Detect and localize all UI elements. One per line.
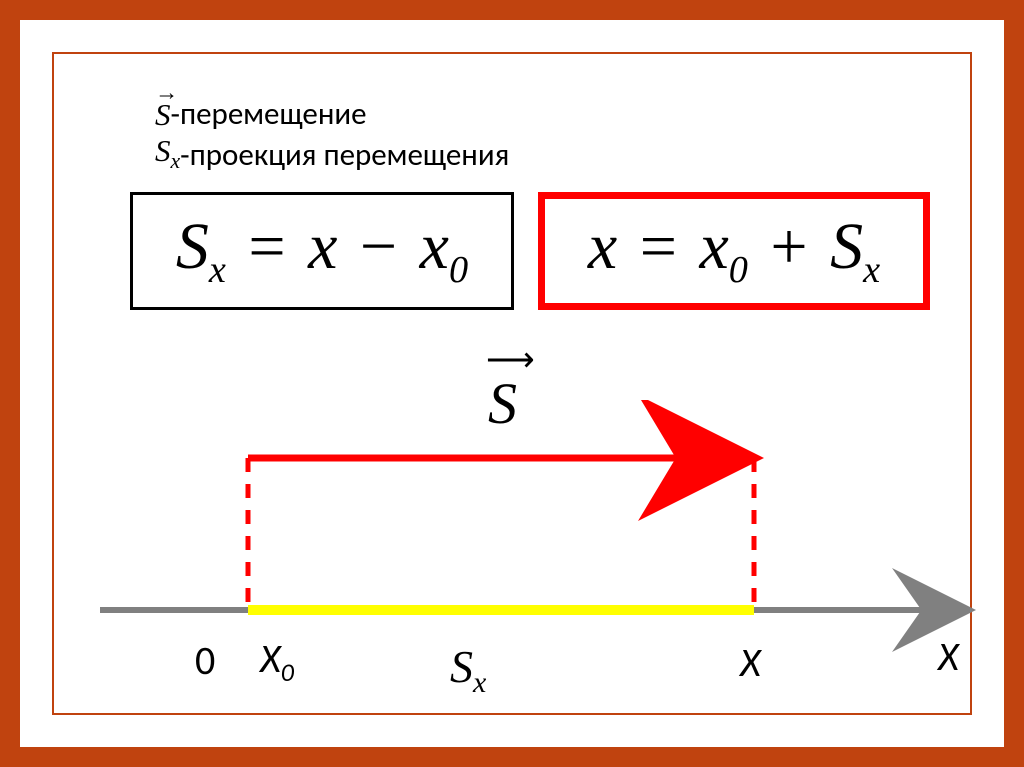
axis-label-sx-sub: x [473,666,486,699]
formula-box-x: x = x0 + Sx [538,192,930,310]
axis-label-sx: Sx [450,640,486,700]
axis-label-origin: 0 [195,636,215,685]
axis-label-x-axis: X [938,632,959,681]
axis-label-origin-text: 0 [195,636,215,685]
vector-arrow-icon: ⟶ [486,340,526,380]
axis-label-x0-sub: 0 [281,656,294,688]
formula-row: Sx = x − x0 x = x0 + Sx [130,192,930,310]
axis-label-x0-text: X [260,634,281,683]
vector-arrow-icon: → [155,80,171,107]
formula-sx-equals: Sx = x − x0 [176,209,468,292]
axis-label-x-position: X [740,638,761,687]
axis-label-x-text: X [740,638,761,687]
formula-x-equals: x = x0 + Sx [588,209,880,292]
definitions-block: → S -перемещение Sx -проекция перемещени… [155,95,509,174]
diagram-svg [80,400,980,660]
definition-2-symbol: Sx [155,133,180,174]
slide-frame: → S -перемещение Sx -проекция перемещени… [0,0,1024,767]
axis-label-xaxis-text: X [938,632,959,681]
displacement-diagram [80,400,980,665]
definition-line-2: Sx -проекция перемещения [155,133,509,174]
formula-box-sx: Sx = x − x0 [130,192,514,310]
definition-2-text: -проекция перемещения [180,136,509,174]
axis-label-sx-text: S [450,641,473,692]
definition-2-symbol-sub: x [171,149,181,173]
definition-1-symbol: → S [155,97,171,133]
axis-label-x0: X0 [260,634,294,688]
definition-line-1: → S -перемещение [155,95,509,133]
definition-2-symbol-main: S [155,133,171,168]
definition-1-text: -перемещение [171,95,367,133]
